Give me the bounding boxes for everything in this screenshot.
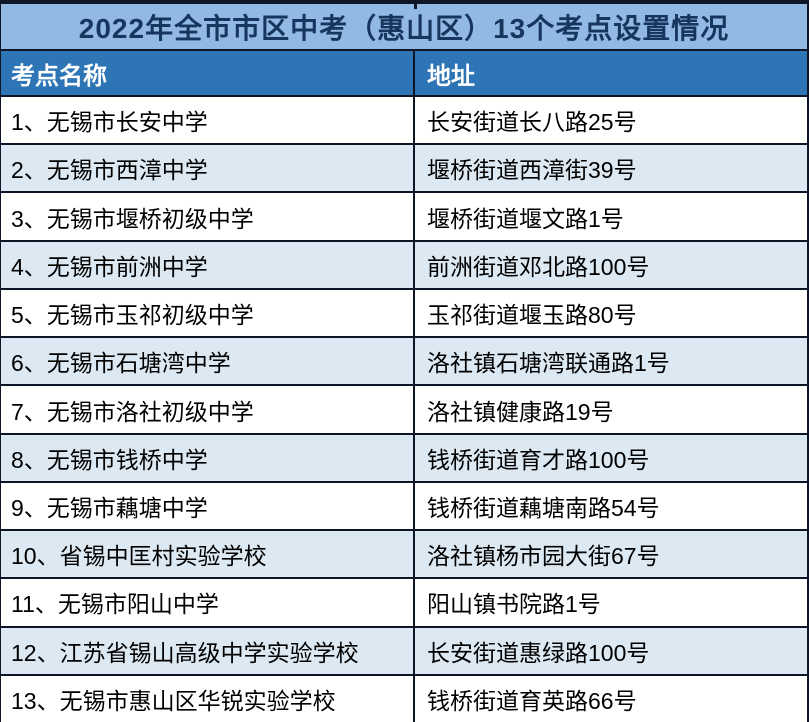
page-title: 2022年全市市区中考（惠山区）13个考点设置情况 <box>1 4 807 51</box>
table-row: 2、无锡市西漳中学 堰桥街道西漳街39号 <box>1 143 807 192</box>
column-divider-remnant <box>414 0 417 9</box>
site-address-cell: 洛社镇石塘湾联通路1号 <box>427 350 670 377</box>
table-row: 4、无锡市前洲中学 前洲街道邓北路100号 <box>1 239 807 288</box>
site-address-cell: 洛社镇健康路19号 <box>427 398 614 425</box>
site-name-cell: 7、无锡市洛社初级中学 <box>1 386 415 433</box>
site-name-cell: 10、省锡中匡村实验学校 <box>1 531 415 578</box>
site-name-cell: 3、无锡市堰桥初级中学 <box>1 193 415 240</box>
table-row: 9、无锡市藕塘中学 钱桥街道藕塘南路54号 <box>1 480 807 530</box>
site-name-cell: 2、无锡市西漳中学 <box>1 145 415 192</box>
site-name-cell: 11、无锡市阳山中学 <box>1 579 415 626</box>
table-body: 1、无锡市长安中学 长安街道长八路25号 2、无锡市西漳中学 堰桥街道西漳街39… <box>1 95 807 722</box>
table-row: 12、江苏省锡山高级中学实验学校 长安街道惠绿路100号 <box>1 625 807 674</box>
column-header-address: 地址 <box>427 62 475 90</box>
site-address-cell: 阳山镇书院路1号 <box>427 591 601 618</box>
column-header-site-name: 考点名称 <box>1 51 415 95</box>
site-name-cell: 8、无锡市钱桥中学 <box>1 434 415 481</box>
site-name-cell: 4、无锡市前洲中学 <box>1 241 415 288</box>
site-name-cell: 6、无锡市石塘湾中学 <box>1 338 415 385</box>
site-address-cell: 玉祁街道堰玉路80号 <box>427 302 637 329</box>
table-row: 11、无锡市阳山中学 阳山镇书院路1号 <box>1 577 807 626</box>
site-address-cell: 堰桥街道西漳街39号 <box>427 157 637 184</box>
site-address-cell: 钱桥街道育英路66号 <box>427 687 637 714</box>
site-name-cell: 13、无锡市惠山区华锐实验学校 <box>1 675 415 722</box>
site-name-cell: 12、江苏省锡山高级中学实验学校 <box>1 627 415 674</box>
site-name-cell: 9、无锡市藕塘中学 <box>1 482 415 530</box>
table-row: 7、无锡市洛社初级中学 洛社镇健康路19号 <box>1 384 807 433</box>
top-border-strip <box>1 0 807 4</box>
site-address-cell: 堰桥街道堰文路1号 <box>427 205 624 232</box>
site-name-cell: 1、无锡市长安中学 <box>1 97 415 144</box>
site-address-cell: 洛社镇杨市园大街67号 <box>427 543 660 570</box>
site-address-cell: 长安街道长八路25号 <box>427 109 637 136</box>
site-address-cell: 钱桥街道育才路100号 <box>427 446 650 473</box>
site-address-cell: 前洲街道邓北路100号 <box>427 253 650 280</box>
table-row: 3、无锡市堰桥初级中学 堰桥街道堰文路1号 <box>1 191 807 240</box>
table-header-row: 考点名称 地址 <box>1 51 807 95</box>
site-address-cell: 长安街道惠绿路100号 <box>427 639 650 666</box>
table-row: 13、无锡市惠山区华锐实验学校 钱桥街道育英路66号 <box>1 673 807 722</box>
table-row: 5、无锡市玉祁初级中学 玉祁街道堰玉路80号 <box>1 287 807 337</box>
site-address-cell: 钱桥街道藕塘南路54号 <box>427 494 660 521</box>
table-row: 8、无锡市钱桥中学 钱桥街道育才路100号 <box>1 432 807 481</box>
table-row: 6、无锡市石塘湾中学 洛社镇石塘湾联通路1号 <box>1 336 807 385</box>
table-row: 10、省锡中匡村实验学校 洛社镇杨市园大街67号 <box>1 529 807 578</box>
table-row: 1、无锡市长安中学 长安街道长八路25号 <box>1 95 807 144</box>
site-name-cell: 5、无锡市玉祁初级中学 <box>1 289 415 337</box>
